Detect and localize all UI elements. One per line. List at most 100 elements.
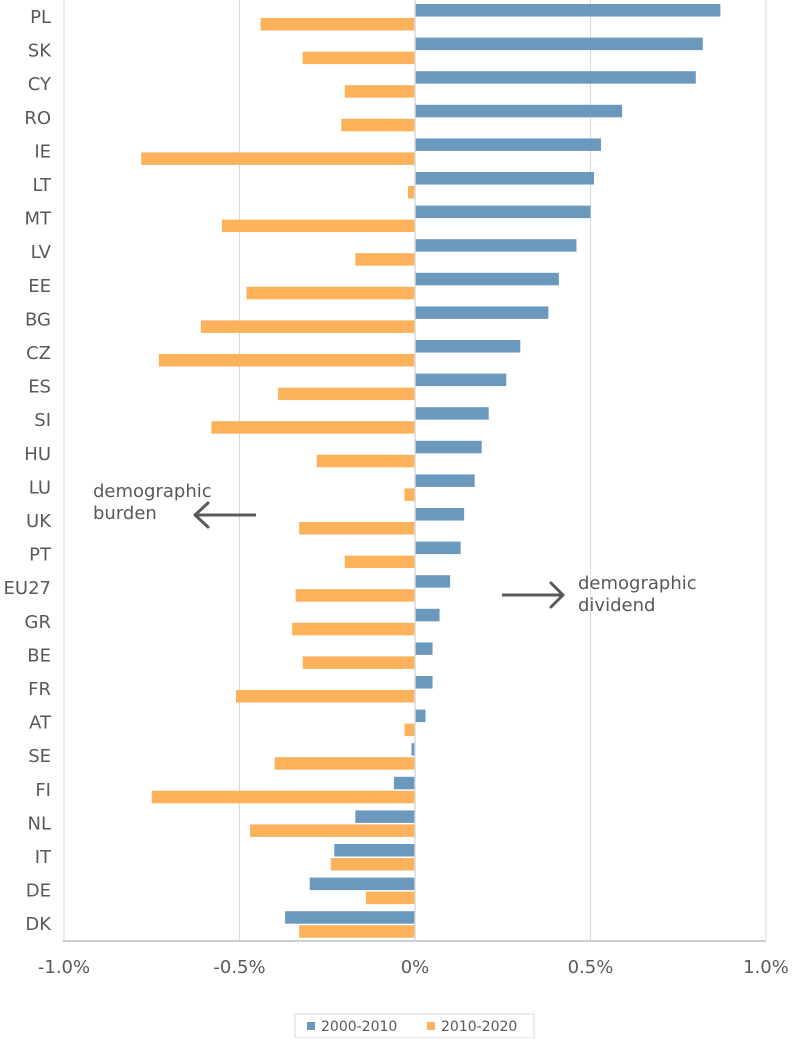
bar-cy-2010-2020 <box>344 85 415 98</box>
bar-lu-2000-2010 <box>415 474 475 487</box>
bar-eu27-2010-2020 <box>295 589 415 602</box>
bar-dk-2010-2020 <box>299 925 415 938</box>
category-label-es: ES <box>28 377 51 398</box>
category-label-fi: FI <box>35 780 51 801</box>
category-label-lt: LT <box>32 175 52 196</box>
bar-sk-2010-2020 <box>302 51 415 65</box>
bar-dk-2000-2010 <box>285 911 415 924</box>
bar-cz-2010-2020 <box>158 354 415 367</box>
bar-nl-2010-2020 <box>250 824 415 837</box>
bar-si-2010-2020 <box>211 421 415 434</box>
bar-mt-2000-2010 <box>415 205 591 219</box>
legend-label-2010-2020: 2010-2020 <box>441 1019 517 1035</box>
bar-fi-2010-2020 <box>151 790 415 804</box>
bar-se-2000-2010 <box>411 743 415 756</box>
bars-layer <box>141 4 721 938</box>
bar-uk-2000-2010 <box>415 508 465 521</box>
category-label-pl: PL <box>30 7 51 28</box>
bar-at-2000-2010 <box>415 709 426 723</box>
category-label-be: BE <box>27 645 51 666</box>
category-label-it: IT <box>35 847 52 868</box>
bar-ie-2010-2020 <box>141 152 415 165</box>
category-label-dk: DK <box>25 914 52 935</box>
category-label-ie: IE <box>34 141 51 162</box>
bar-be-2000-2010 <box>415 642 433 655</box>
bar-lv-2010-2020 <box>355 253 415 266</box>
bar-bg-2000-2010 <box>415 306 549 319</box>
annotation-burden-arrowhead <box>193 501 210 529</box>
bar-de-2000-2010 <box>309 877 415 891</box>
annotation-dividend-text: dividend <box>578 595 655 616</box>
bar-cy-2000-2010 <box>415 71 696 84</box>
bar-hu-2010-2020 <box>316 454 415 468</box>
legend-swatch-2000-2010 <box>307 1022 315 1030</box>
bar-lt-2000-2010 <box>415 172 595 185</box>
category-label-ro: RO <box>24 108 51 129</box>
bar-lu-2010-2020 <box>404 488 415 501</box>
category-label-gr: GR <box>25 612 51 633</box>
category-label-lv: LV <box>31 242 52 263</box>
bar-ie-2000-2010 <box>415 138 602 151</box>
bar-gr-2010-2020 <box>292 622 415 636</box>
annotation-dividend-text: demographic <box>578 573 697 594</box>
annotation-burden-text: demographic <box>93 481 212 502</box>
bar-de-2010-2020 <box>365 891 415 905</box>
bar-pl-2010-2020 <box>260 18 415 31</box>
bar-ee-2010-2020 <box>246 286 415 300</box>
bar-lv-2000-2010 <box>415 239 577 252</box>
bar-mt-2010-2020 <box>221 219 415 233</box>
bar-pl-2000-2010 <box>415 4 721 17</box>
category-labels: PL SK CY RO IE LT MT LV EE BG CZ ES SI HU LU UK PT EU27 GR… <box>4 7 53 935</box>
category-label-lu: LU <box>29 477 51 498</box>
bar-ee-2000-2010 <box>415 272 559 286</box>
bar-eu27-2000-2010 <box>415 575 451 588</box>
axis-layer <box>63 0 767 942</box>
bar-ro-2010-2020 <box>341 118 415 132</box>
bar-pt-2010-2020 <box>344 555 415 569</box>
category-label-cy: CY <box>28 74 52 95</box>
x-tick-label: 0.5% <box>568 957 614 978</box>
bar-be-2010-2020 <box>302 656 415 669</box>
annotation-dividend-arrowhead <box>549 581 565 609</box>
bar-fr-2000-2010 <box>415 676 433 689</box>
category-label-at: AT <box>29 713 52 734</box>
x-tick-label: 1.0% <box>743 957 789 978</box>
bar-se-2010-2020 <box>274 757 415 770</box>
bar-uk-2010-2020 <box>299 522 415 535</box>
bar-si-2000-2010 <box>415 407 489 420</box>
x-tick-label: -0.5% <box>213 957 265 978</box>
bar-it-2000-2010 <box>334 844 415 857</box>
bar-ro-2000-2010 <box>415 104 623 118</box>
bar-bg-2010-2020 <box>200 320 415 333</box>
bar-sk-2000-2010 <box>415 37 703 51</box>
category-label-ee: EE <box>28 276 51 297</box>
annotation-burden-text: burden <box>93 503 157 524</box>
bar-cz-2000-2010 <box>415 340 521 353</box>
legend-swatch-2010-2020 <box>427 1022 435 1030</box>
bar-fr-2010-2020 <box>235 690 415 703</box>
category-label-sk: SK <box>28 41 52 62</box>
category-label-mt: MT <box>24 209 52 230</box>
category-label-bg: BG <box>25 309 51 330</box>
category-label-de: DE <box>26 881 51 902</box>
category-label-se: SE <box>28 746 51 767</box>
bar-es-2000-2010 <box>415 373 507 387</box>
x-tick-label: -1.0% <box>38 957 90 978</box>
bar-lt-2010-2020 <box>407 186 415 199</box>
legend-label-2000-2010: 2000-2010 <box>321 1019 397 1035</box>
category-label-eu27: EU27 <box>4 578 51 599</box>
bar-gr-2000-2010 <box>415 608 440 622</box>
category-label-uk: UK <box>26 511 52 532</box>
legend: 2000-2010 2010-2020 <box>294 1013 535 1039</box>
legend-box <box>294 1013 535 1039</box>
x-tick-label: 0% <box>401 957 430 978</box>
category-label-si: SI <box>34 410 51 431</box>
bar-hu-2000-2010 <box>415 440 482 454</box>
bar-at-2010-2020 <box>404 723 415 737</box>
bar-nl-2000-2010 <box>355 810 415 823</box>
bar-it-2010-2020 <box>330 858 415 871</box>
category-label-fr: FR <box>28 679 51 700</box>
category-label-hu: HU <box>24 444 51 465</box>
